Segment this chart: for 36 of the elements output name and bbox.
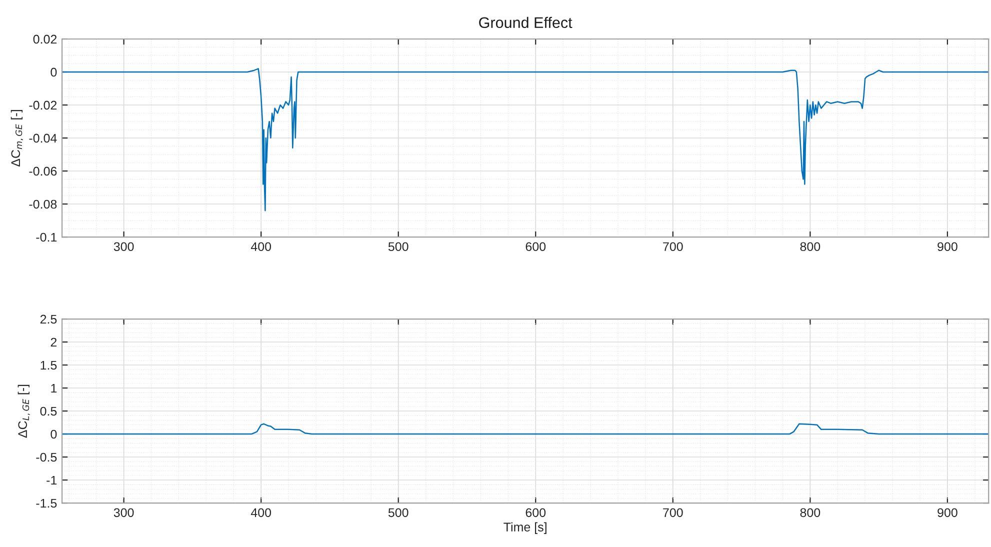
x-tick-label: 600 (526, 508, 546, 518)
x-tick-label: 900 (938, 242, 958, 252)
y-tick-label: -0.08 (29, 200, 57, 209)
y-tick-label: -0.06 (29, 166, 57, 176)
y-axis-title: ΔC$_{m,GE}$ [-] (10, 110, 24, 167)
x-tick-label: 300 (114, 508, 134, 518)
y-tick-label: 2 (50, 338, 57, 347)
y-tick-label: -0.1 (36, 232, 57, 242)
x-tick-label: 300 (114, 242, 134, 252)
x-tick-label: 500 (388, 242, 408, 252)
line-series (62, 423, 989, 435)
x-tick-label: 800 (800, 242, 820, 252)
line-series (62, 68, 989, 212)
y-tick-label: 0.02 (33, 34, 57, 44)
y-tick-label: 1 (51, 384, 57, 393)
x-tick-label: 400 (250, 508, 272, 518)
y-tick-label: 0 (50, 68, 57, 77)
x-tick-label: 900 (938, 508, 958, 518)
y-tick-label: 1.5 (40, 360, 57, 370)
y-tick-label: -1 (46, 476, 57, 485)
y-tick-label: -0.04 (29, 134, 57, 143)
x-tick-label: 400 (250, 242, 272, 252)
x-tick-label: 600 (526, 242, 546, 252)
y-tick-label: -0.02 (29, 100, 57, 110)
x-axis-title: Time [s] (504, 522, 546, 534)
chart-title: Ground Effect (479, 16, 572, 28)
x-tick-label: 700 (663, 508, 683, 518)
x-tick-label: 700 (663, 242, 683, 252)
y-tick-label: 0 (50, 430, 57, 439)
x-tick-label: 800 (800, 508, 820, 518)
y-tick-label: 2.5 (40, 314, 57, 324)
y-axis-title: ΔC$_{L,GE}$ [-] (18, 384, 30, 438)
y-tick-label: -1.5 (36, 498, 57, 508)
y-tick-label: -0.5 (36, 452, 57, 462)
x-tick-label: 500 (388, 508, 408, 518)
y-tick-label: 0.5 (40, 406, 57, 416)
